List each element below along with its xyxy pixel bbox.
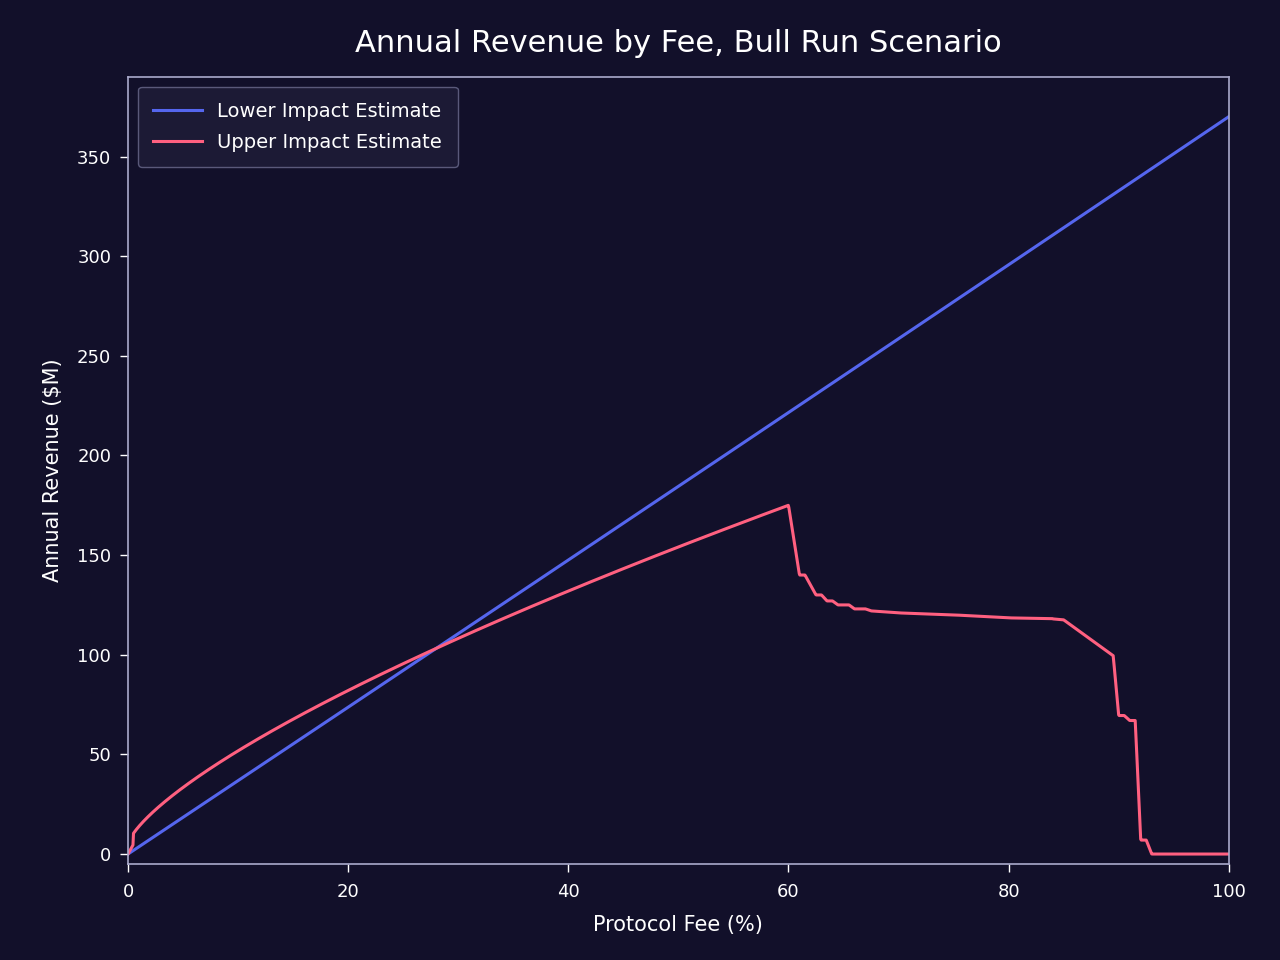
Lower Impact Estimate [877, 343, 892, 354]
Legend: Lower Impact Estimate, Upper Impact Estimate: Lower Impact Estimate, Upper Impact Esti… [138, 86, 458, 167]
Upper Impact Estimate [1221, 849, 1236, 860]
Line: Lower Impact Estimate: Lower Impact Estimate [128, 117, 1229, 854]
Upper Impact Estimate [1189, 849, 1204, 860]
Upper Impact Estimate [1189, 849, 1204, 860]
Upper Impact Estimate [655, 547, 671, 559]
Upper Impact Estimate [781, 499, 796, 511]
Lower Impact Estimate [120, 849, 136, 860]
Lower Impact Estimate [1221, 111, 1236, 123]
Lower Impact Estimate [605, 524, 621, 536]
X-axis label: Protocol Fee (%): Protocol Fee (%) [594, 915, 763, 935]
Y-axis label: Annual Revenue ($M): Annual Revenue ($M) [44, 359, 63, 582]
Lower Impact Estimate [566, 551, 581, 563]
Upper Impact Estimate [177, 780, 192, 792]
Lower Impact Estimate [979, 274, 995, 285]
Upper Impact Estimate [988, 612, 1004, 623]
Lower Impact Estimate [233, 774, 248, 785]
Line: Upper Impact Estimate: Upper Impact Estimate [128, 505, 1229, 854]
Lower Impact Estimate [998, 261, 1014, 273]
Title: Annual Revenue by Fee, Bull Run Scenario: Annual Revenue by Fee, Bull Run Scenario [355, 29, 1002, 58]
Upper Impact Estimate [626, 559, 641, 570]
Upper Impact Estimate [120, 849, 136, 860]
